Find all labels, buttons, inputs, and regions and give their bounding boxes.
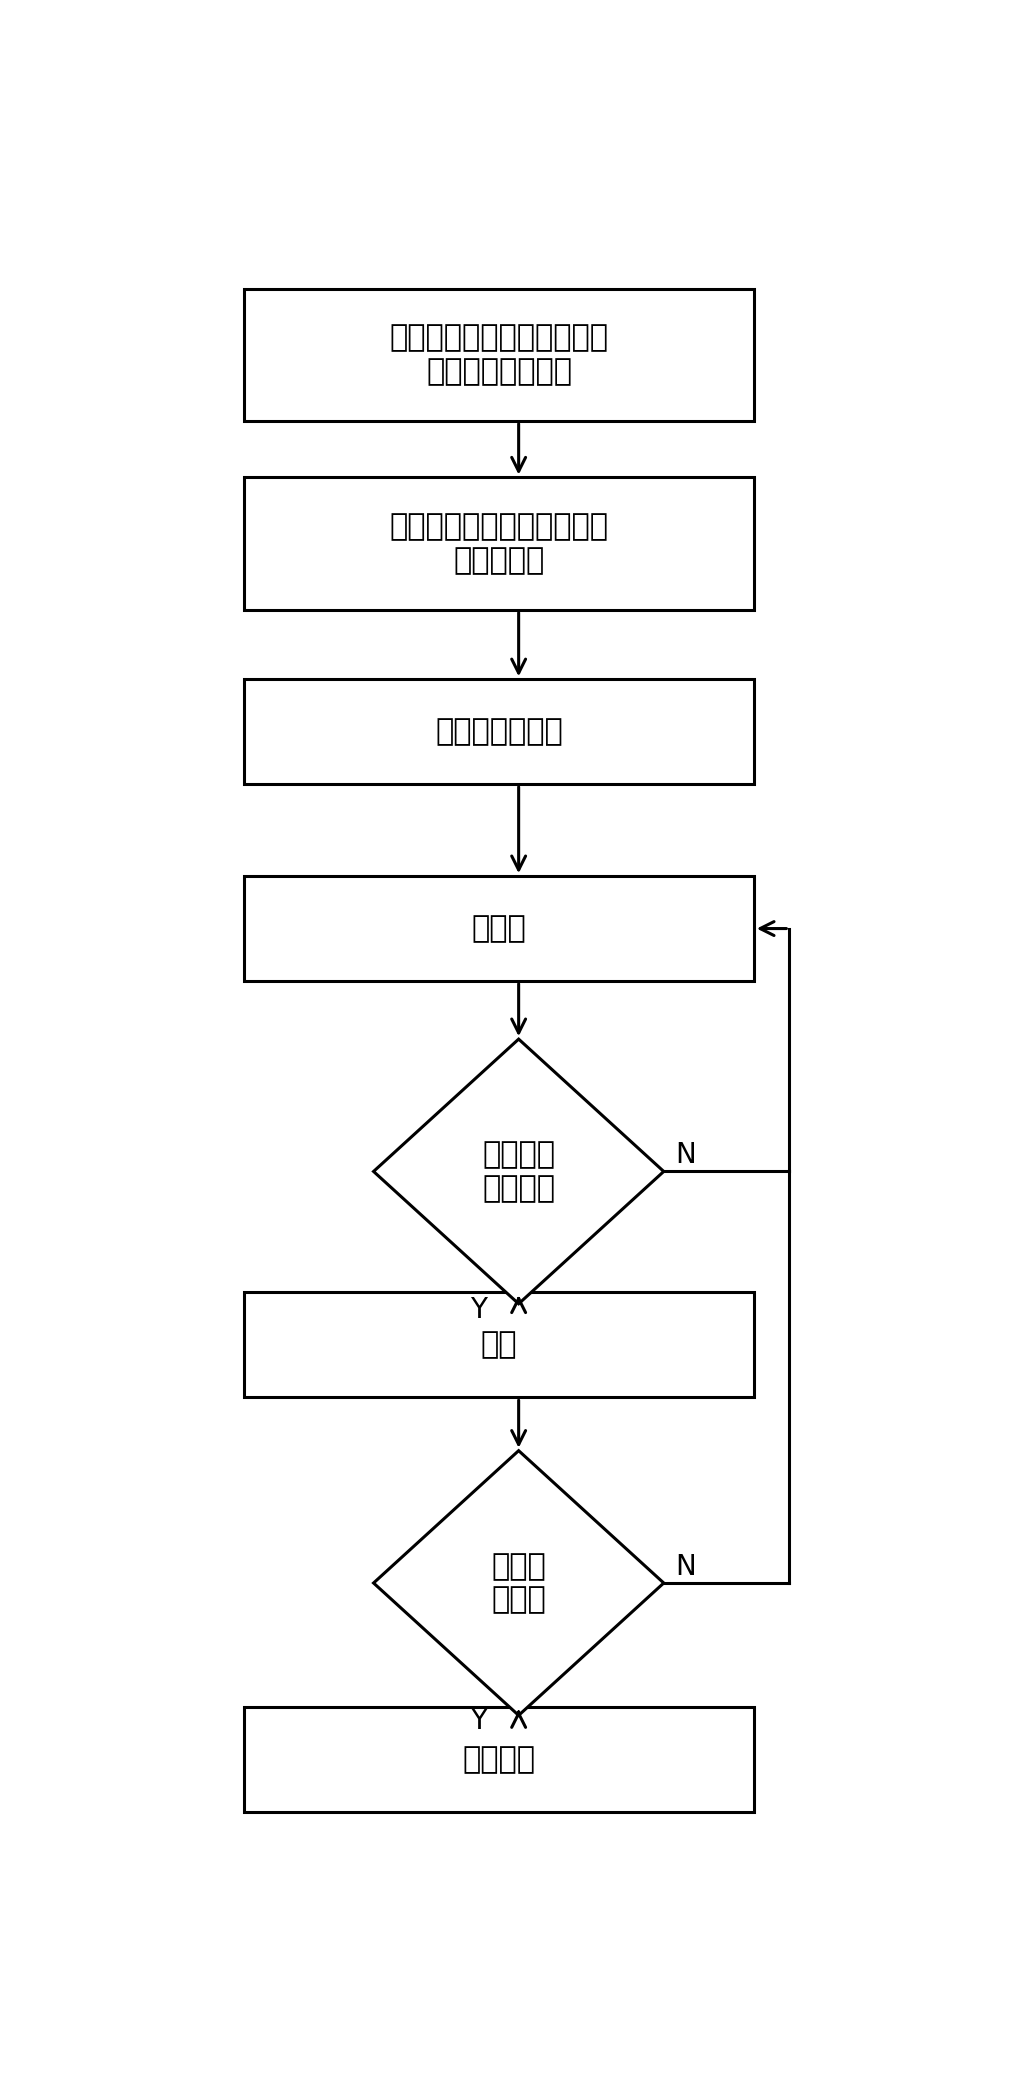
FancyBboxPatch shape [244, 289, 753, 421]
Text: 任务完成: 任务完成 [462, 1746, 535, 1773]
FancyBboxPatch shape [244, 679, 753, 784]
Text: 通过芯片片内总线配置到事
件序列器中: 通过芯片片内总线配置到事 件序列器中 [389, 511, 608, 574]
FancyBboxPatch shape [244, 876, 753, 981]
Polygon shape [373, 1450, 663, 1715]
FancyBboxPatch shape [244, 478, 753, 610]
Text: N: N [675, 1142, 696, 1170]
FancyBboxPatch shape [244, 1293, 753, 1398]
Text: N: N [675, 1553, 696, 1580]
Text: 执行: 执行 [480, 1331, 517, 1360]
Polygon shape [373, 1040, 663, 1304]
Text: 启动事件序列器: 启动事件序列器 [435, 717, 562, 746]
Text: 触发时刻
是否到达: 触发时刻 是否到达 [481, 1140, 555, 1203]
Text: 软件安排好事件项先后顺序
以及触发时刻列表: 软件安排好事件项先后顺序 以及触发时刻列表 [389, 323, 608, 386]
FancyBboxPatch shape [244, 1708, 753, 1813]
Text: Y: Y [470, 1295, 487, 1325]
Text: 取指是
否结束: 取指是 否结束 [490, 1551, 546, 1614]
Text: 取指令: 取指令 [471, 914, 526, 943]
Text: Y: Y [470, 1708, 487, 1735]
